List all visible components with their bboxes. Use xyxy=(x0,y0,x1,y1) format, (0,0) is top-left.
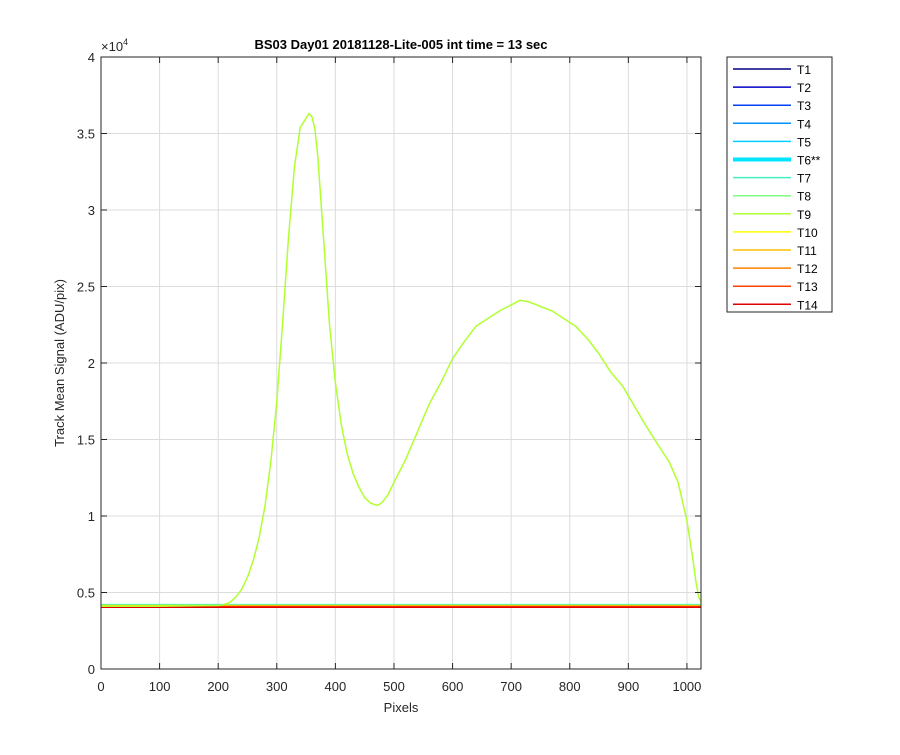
legend-label: T3 xyxy=(797,99,811,113)
y-tick-label: 3 xyxy=(88,203,95,218)
legend-label: T1 xyxy=(797,63,811,77)
y-exponent-label: ×104 xyxy=(101,37,128,54)
y-tick-label: 2 xyxy=(88,356,95,371)
legend-label: T2 xyxy=(797,81,811,95)
legend-label: T4 xyxy=(797,117,811,131)
legend-label: T5 xyxy=(797,135,811,149)
legend-label: T14 xyxy=(797,298,818,312)
legend-box xyxy=(726,56,833,313)
y-tick-label: 2.5 xyxy=(77,280,95,295)
y-tick-labels: 0 0.5 1 1.5 2 2.5 3 3.5 4 xyxy=(77,50,95,677)
x-tick-label: 400 xyxy=(325,679,347,694)
x-tick-label: 500 xyxy=(383,679,405,694)
y-tick-label: 0.5 xyxy=(77,586,95,601)
legend-label: T11 xyxy=(797,244,817,258)
y-tick-label: 1 xyxy=(88,509,95,524)
x-tick-label: 700 xyxy=(500,679,522,694)
x-tick-label: 100 xyxy=(149,679,171,694)
y-tick-label: 3.5 xyxy=(77,127,95,142)
x-tick-label: 900 xyxy=(617,679,639,694)
legend-label: T10 xyxy=(797,226,818,240)
legend-label: T12 xyxy=(797,262,818,276)
y-axis-label: Track Mean Signal (ADU/pix) xyxy=(52,279,67,447)
legend-label: T7 xyxy=(797,172,811,186)
y-tick-label: 1.5 xyxy=(77,433,95,448)
legend-label: T6** xyxy=(797,154,821,168)
x-tick-label: 0 xyxy=(97,679,104,694)
x-tick-label: 300 xyxy=(266,679,288,694)
series-layer xyxy=(101,112,702,609)
x-tick-label: 600 xyxy=(442,679,464,694)
y-tick-label: 4 xyxy=(88,50,95,65)
x-tick-label: 1000 xyxy=(672,679,701,694)
x-tick-label: 800 xyxy=(559,679,581,694)
legend-label: T9 xyxy=(797,208,811,222)
legend-label: T8 xyxy=(797,190,811,204)
y-tick-label: 0 xyxy=(88,662,95,677)
legend-label: T13 xyxy=(797,280,818,294)
series-line-T9 xyxy=(101,112,702,608)
x-axis-label: Pixels xyxy=(384,700,419,715)
ticks xyxy=(100,56,701,670)
legend: T1 T2 T3 T4 T5 T6** T7 T8 T9 T10 T11 T12 T13 T14 xyxy=(726,56,833,313)
x-tick-labels: 0 100 200 300 400 500 600 700 800 900 1000 xyxy=(97,679,701,694)
legend-items: T1 T2 T3 T4 T5 T6** T7 T8 T9 T10 T11 T12 T13 T14 xyxy=(733,63,821,312)
chart-title: BS03 Day01 20181128-Lite-005 int time = … xyxy=(254,37,547,52)
x-tick-label: 200 xyxy=(207,679,229,694)
